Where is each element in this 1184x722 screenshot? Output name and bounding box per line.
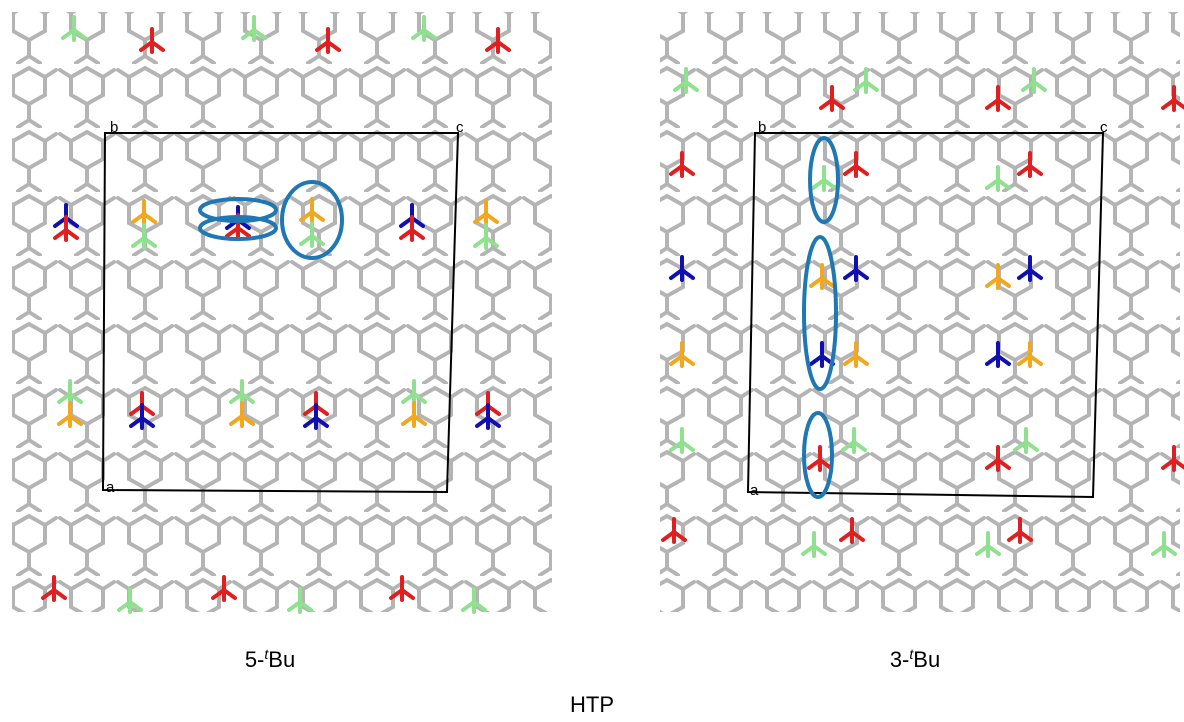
cell-label: a (106, 479, 115, 496)
figure-footer: HTP (570, 692, 614, 717)
cell-label: a (750, 482, 759, 499)
caption-part: Bu (268, 647, 295, 672)
panel-caption: 5-tBu (245, 646, 295, 672)
caption-part: 3- (890, 647, 910, 672)
molecular-packing (660, 12, 1180, 612)
left-panel: a b c 5-tBu (12, 12, 552, 672)
page: a b c 5-tBu (0, 0, 1184, 722)
caption-part: Bu (913, 647, 940, 672)
cell-label: c (1100, 119, 1108, 136)
caption-part: 5- (245, 647, 265, 672)
cell-label: b (758, 119, 766, 136)
cell-label: b (110, 119, 118, 136)
molecular-packing (12, 12, 552, 612)
figure: a b c 5-tBu (0, 0, 1184, 722)
right-panel: a b c 3-tBu (660, 12, 1184, 672)
cell-label: c (456, 119, 464, 136)
panel-caption: 3-tBu (890, 646, 940, 672)
